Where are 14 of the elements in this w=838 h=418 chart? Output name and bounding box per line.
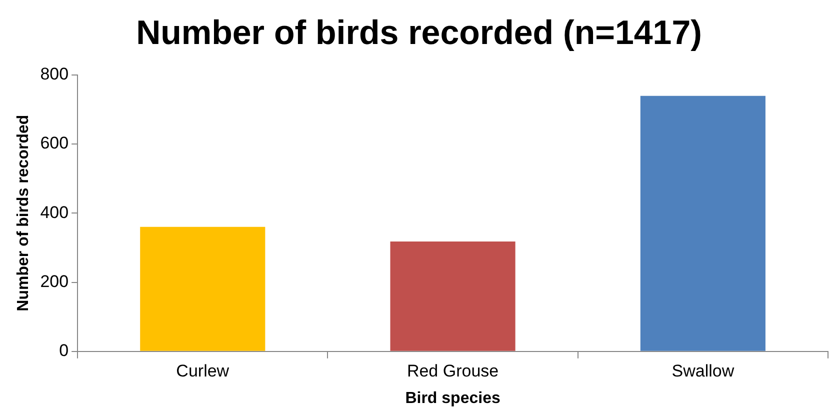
y-tick-label: 200 xyxy=(40,272,69,291)
x-axis-title: Bird species xyxy=(405,390,500,407)
bar xyxy=(140,226,266,351)
y-tick-label: 800 xyxy=(40,64,69,84)
x-tick-label: Curlew xyxy=(176,361,230,380)
bar xyxy=(390,241,516,351)
chart-title: Number of birds recorded (n=1417) xyxy=(136,14,702,52)
bar xyxy=(640,96,766,351)
x-tick-label: Red Grouse xyxy=(406,361,499,380)
y-tick-label: 0 xyxy=(59,341,69,360)
y-axis-title: Number of birds recorded xyxy=(15,114,32,312)
y-tick-label: 600 xyxy=(40,134,69,153)
x-tick-label: Swallow xyxy=(672,361,735,380)
y-tick-label: 400 xyxy=(40,202,69,222)
